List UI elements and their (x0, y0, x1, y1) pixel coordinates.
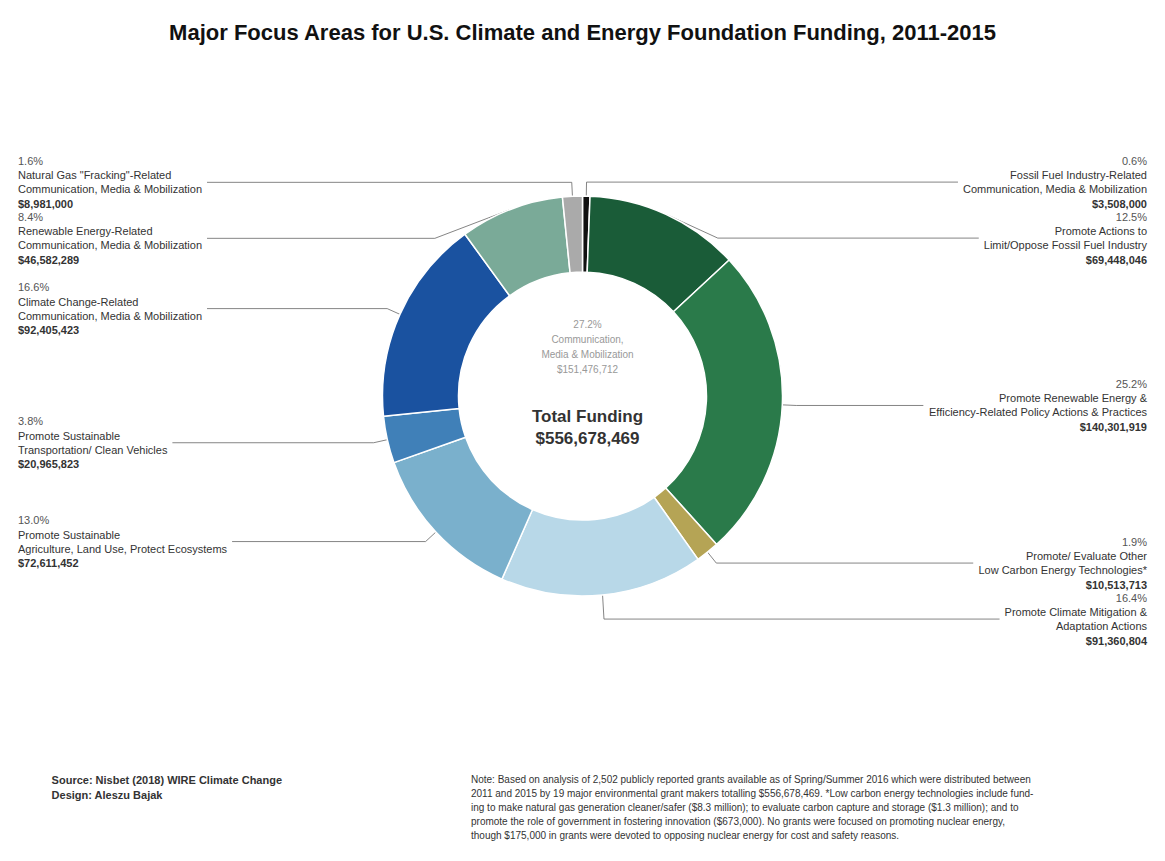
svg-text:$140,301,919: $140,301,919 (1080, 421, 1147, 433)
svg-text:Communication, Media & Mobiliz: Communication, Media & Mobilization (18, 239, 202, 251)
svg-text:Limit/Oppose Fossil Fuel Indus: Limit/Oppose Fossil Fuel Industry (984, 239, 1148, 251)
svg-text:25.2%: 25.2% (1116, 378, 1147, 390)
svg-text:Major Focus Areas for U.S. Cli: Major Focus Areas for U.S. Climate and E… (169, 20, 996, 45)
svg-text:$8,981,000: $8,981,000 (18, 198, 73, 210)
svg-text:1.6%: 1.6% (18, 155, 43, 167)
svg-text:Renewable Energy-Related: Renewable Energy-Related (18, 225, 153, 237)
svg-text:Note: Based on analysis of 2,5: Note: Based on analysis of 2,502 publicl… (471, 774, 1031, 785)
svg-text:$3,508,000: $3,508,000 (1092, 198, 1147, 210)
svg-text:Communication, Media & Mobiliz: Communication, Media & Mobilization (18, 183, 202, 195)
svg-text:ing to make natural gas genera: ing to make natural gas generation clean… (471, 802, 1019, 813)
svg-text:Communication, Media & Mobiliz: Communication, Media & Mobilization (963, 183, 1147, 195)
svg-text:27.2%: 27.2% (573, 319, 601, 330)
svg-text:16.4%: 16.4% (1116, 592, 1147, 604)
svg-text:0.6%: 0.6% (1122, 155, 1147, 167)
svg-text:Promote Actions to: Promote Actions to (1055, 225, 1147, 237)
svg-text:Promote Renewable Energy &: Promote Renewable Energy & (999, 392, 1148, 404)
svg-text:$10,513,713: $10,513,713 (1086, 579, 1147, 591)
svg-text:Fossil Fuel Industry-Related: Fossil Fuel Industry-Related (1010, 169, 1147, 181)
svg-text:Promote Sustainable: Promote Sustainable (18, 430, 120, 442)
svg-text:Adaptation Actions: Adaptation Actions (1056, 620, 1148, 632)
svg-text:8.4%: 8.4% (18, 211, 43, 223)
svg-text:Transportation/ Clean Vehicles: Transportation/ Clean Vehicles (18, 444, 168, 456)
svg-text:1.9%: 1.9% (1122, 536, 1147, 548)
svg-text:Communication,: Communication, (551, 334, 623, 345)
svg-text:Source: Nisbet (2018) WIRE Cli: Source: Nisbet (2018) WIRE Climate Chang… (52, 774, 282, 786)
svg-text:Communication, Media & Mobiliz: Communication, Media & Mobilization (18, 310, 202, 322)
svg-text:$556,678,469: $556,678,469 (536, 429, 640, 448)
svg-text:Efficiency-Related Policy Acti: Efficiency-Related Policy Actions & Prac… (929, 406, 1148, 418)
svg-text:$91,360,804: $91,360,804 (1086, 635, 1148, 647)
svg-text:3.8%: 3.8% (18, 415, 43, 427)
svg-text:Agriculture, Land Use, Protect: Agriculture, Land Use, Protect Ecosystem… (18, 543, 228, 555)
svg-text:Promote/ Evaluate Other: Promote/ Evaluate Other (1026, 550, 1147, 562)
svg-text:$151,476,712: $151,476,712 (557, 364, 619, 375)
svg-text:Media & Mobilization: Media & Mobilization (541, 349, 633, 360)
svg-text:promote the role of government: promote the role of government in foster… (471, 816, 1005, 827)
svg-text:$92,405,423: $92,405,423 (18, 324, 79, 336)
svg-text:$69,448,046: $69,448,046 (1086, 254, 1147, 266)
svg-text:Low Carbon Energy Technologies: Low Carbon Energy Technologies* (978, 564, 1147, 576)
svg-text:$46,582,289: $46,582,289 (18, 254, 79, 266)
svg-text:Design: Aleszu Bajak: Design: Aleszu Bajak (52, 789, 164, 801)
svg-text:12.5%: 12.5% (1116, 211, 1147, 223)
svg-text:$20,965,823: $20,965,823 (18, 458, 79, 470)
svg-text:Total Funding: Total Funding (532, 407, 643, 426)
svg-text:$72,611,452: $72,611,452 (18, 557, 79, 569)
svg-text:Climate Change-Related: Climate Change-Related (18, 296, 138, 308)
svg-text:Promote Sustainable: Promote Sustainable (18, 529, 120, 541)
svg-text:13.0%: 13.0% (18, 514, 49, 526)
svg-text:Natural Gas "Fracking"-Related: Natural Gas "Fracking"-Related (18, 169, 171, 181)
svg-text:Promote Climate Mitigation &: Promote Climate Mitigation & (1005, 606, 1148, 618)
svg-text:16.6%: 16.6% (18, 281, 49, 293)
svg-text:2011 and 2015 by 19 major envi: 2011 and 2015 by 19 major environmental … (471, 788, 1033, 799)
svg-text:though $175,000 in grants were: though $175,000 in grants were devoted t… (471, 830, 899, 841)
